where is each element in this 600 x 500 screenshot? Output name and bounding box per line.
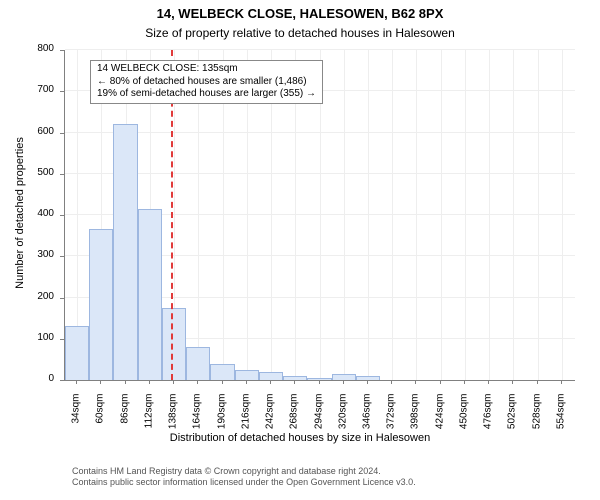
x-tick-label: 346sqm [362,394,373,444]
y-tick-label: 400 [0,208,54,219]
x-tick-label: 190sqm [216,394,227,444]
x-tick-label: 554sqm [555,394,566,444]
x-tick-label: 34sqm [71,394,82,444]
gridline-horizontal [65,49,575,50]
x-tick-label: 164sqm [192,394,203,444]
gridline-vertical [344,50,345,380]
histogram-bar [186,347,210,380]
x-tick-mark [391,380,392,384]
y-tick-label: 300 [0,249,54,260]
x-tick-mark [488,380,489,384]
y-tick-mark [60,91,64,92]
y-tick-mark [60,215,64,216]
histogram-bar [89,229,113,380]
gridline-horizontal [65,132,575,133]
x-tick-label: 424sqm [434,394,445,444]
y-tick-label: 700 [0,84,54,95]
x-tick-label: 398sqm [410,394,421,444]
annotation-line: 14 WELBECK CLOSE: 135sqm [97,63,316,76]
x-tick-mark [294,380,295,384]
y-tick-label: 800 [0,43,54,54]
x-tick-mark [440,380,441,384]
x-tick-label: 242sqm [265,394,276,444]
gridline-vertical [465,50,466,380]
x-tick-mark [197,380,198,384]
x-tick-mark [100,380,101,384]
histogram-bar [65,326,89,380]
x-tick-label: 528sqm [531,394,542,444]
histogram-bar [235,370,259,380]
x-tick-label: 112sqm [143,394,154,444]
marker-annotation-box: 14 WELBECK CLOSE: 135sqm← 80% of detache… [90,60,323,104]
x-tick-mark [512,380,513,384]
y-tick-label: 500 [0,167,54,178]
y-tick-mark [60,298,64,299]
gridline-vertical [489,50,490,380]
x-tick-mark [367,380,368,384]
x-tick-mark [222,380,223,384]
y-tick-label: 0 [0,373,54,384]
y-tick-label: 200 [0,291,54,302]
x-tick-label: 86sqm [119,394,130,444]
x-tick-label: 268sqm [289,394,300,444]
gridline-vertical [392,50,393,380]
y-tick-mark [60,50,64,51]
chart-subtitle: Size of property relative to detached ho… [0,26,600,40]
y-tick-mark [60,174,64,175]
copyright-disclaimer: Contains HM Land Registry data © Crown c… [72,466,416,488]
x-tick-mark [319,380,320,384]
gridline-vertical [513,50,514,380]
annotation-line: ← 80% of detached houses are smaller (1,… [97,76,316,89]
x-tick-mark [464,380,465,384]
x-tick-mark [173,380,174,384]
x-tick-mark [246,380,247,384]
x-tick-label: 294sqm [313,394,324,444]
histogram-bar [259,372,283,380]
x-tick-mark [125,380,126,384]
x-tick-mark [537,380,538,384]
histogram-bar [113,124,137,380]
x-tick-label: 372sqm [386,394,397,444]
annotation-line: 19% of semi-detached houses are larger (… [97,88,316,101]
x-tick-mark [415,380,416,384]
x-tick-label: 60sqm [95,394,106,444]
gridline-vertical [416,50,417,380]
x-tick-label: 216sqm [240,394,251,444]
gridline-vertical [368,50,369,380]
gridline-vertical [538,50,539,380]
disclaimer-line: Contains HM Land Registry data © Crown c… [72,466,416,477]
disclaimer-line: Contains public sector information licen… [72,477,416,488]
gridline-vertical [562,50,563,380]
x-tick-label: 502sqm [507,394,518,444]
y-tick-label: 100 [0,332,54,343]
x-tick-label: 138sqm [168,394,179,444]
chart-title: 14, WELBECK CLOSE, HALESOWEN, B62 8PX [0,6,600,21]
x-tick-mark [343,380,344,384]
y-tick-label: 600 [0,126,54,137]
histogram-bar [162,308,186,380]
y-tick-mark [60,380,64,381]
gridline-horizontal [65,173,575,174]
histogram-bar [210,364,234,381]
x-tick-label: 476sqm [483,394,494,444]
x-tick-label: 320sqm [337,394,348,444]
x-tick-mark [149,380,150,384]
histogram-bar [138,209,162,380]
chart-page: { "layout": { "width": 600, "height": 50… [0,0,600,500]
y-tick-mark [60,256,64,257]
gridline-vertical [441,50,442,380]
y-tick-mark [60,133,64,134]
x-tick-mark [561,380,562,384]
y-tick-mark [60,339,64,340]
x-tick-mark [76,380,77,384]
x-tick-label: 450sqm [458,394,469,444]
x-tick-mark [270,380,271,384]
